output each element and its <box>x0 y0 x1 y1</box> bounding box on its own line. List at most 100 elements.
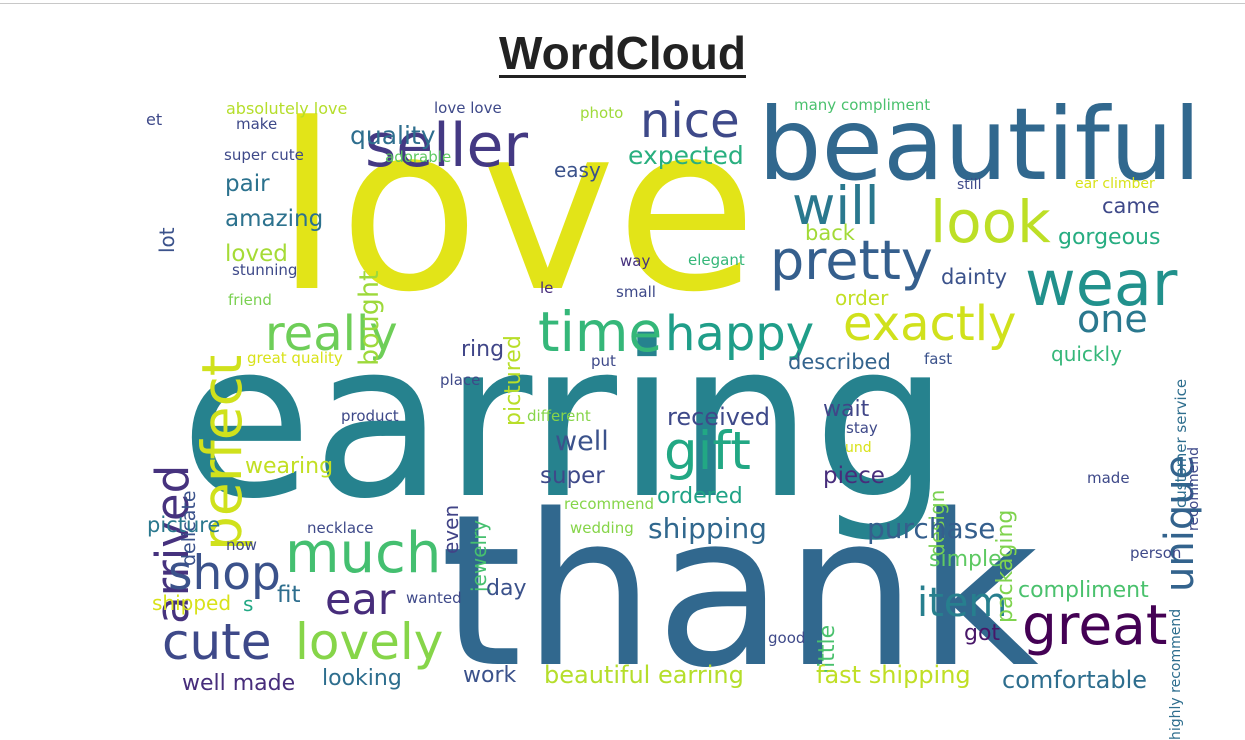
word-product: product <box>341 407 399 425</box>
word-highly-recommend: highly recommend <box>1168 608 1184 740</box>
word-look: look <box>930 188 1051 256</box>
word-place: place <box>440 371 481 389</box>
word-absolutely-love: absolutely love <box>226 99 348 118</box>
word-comfortable: comfortable <box>1002 666 1148 694</box>
word-s: s <box>243 592 254 616</box>
word-make: make <box>236 115 278 133</box>
word-thank: thank <box>440 469 1039 714</box>
word-made: made <box>1087 469 1130 487</box>
word-stay: stay <box>846 419 878 437</box>
word-still: still <box>957 177 982 193</box>
word-beautiful: beautiful <box>758 86 1202 203</box>
word-nice: nice <box>640 93 740 149</box>
word-shipping: shipping <box>648 512 767 545</box>
word-small: small <box>616 283 656 301</box>
word-earring: earring <box>180 295 950 546</box>
word-pretty: pretty <box>770 229 933 292</box>
word-recommend: recommend <box>564 495 654 513</box>
word-lot: lot <box>155 227 179 253</box>
word-wanted: wanted <box>406 589 462 607</box>
word-recommend: recommend <box>1186 447 1202 531</box>
word-super-cute: super cute <box>224 146 304 164</box>
word-cute: cute <box>162 613 272 671</box>
word-ear: ear <box>325 575 396 625</box>
word-shop: shop <box>168 546 281 601</box>
word-order: order <box>835 286 889 310</box>
word-ring: ring <box>461 337 505 362</box>
word-really: really <box>265 306 398 362</box>
word-loved: loved <box>225 241 288 267</box>
word-ear-climber: ear climber <box>1075 176 1155 192</box>
word-much: much <box>285 521 442 586</box>
word-quality: quality <box>350 121 436 150</box>
word-item: item <box>917 580 1008 626</box>
word-gorgeous: gorgeous <box>1058 225 1161 250</box>
word-person: person <box>1130 544 1182 562</box>
word-many-compliment: many compliment <box>794 96 931 114</box>
word-und: und <box>845 440 872 456</box>
word-necklace: necklace <box>307 519 374 537</box>
word-work: work <box>463 663 517 688</box>
word-et: et <box>146 110 163 129</box>
word-fast-shipping: fast shipping <box>816 661 971 689</box>
word-le: le <box>540 279 554 297</box>
word-cloud: love earring thank beautiful seller nice look w… <box>140 76 1203 740</box>
word-day: day <box>486 576 527 601</box>
word-described: described <box>788 350 891 374</box>
word-adorable: adorable <box>385 148 452 166</box>
word-even: even <box>439 504 463 554</box>
word-came: came <box>1102 194 1160 218</box>
word-one: one <box>1077 297 1148 341</box>
word-dainty: dainty <box>941 265 1008 289</box>
word-simple: simple <box>929 547 1002 572</box>
word-great-quality: great quality <box>247 349 343 367</box>
word-purchase: purchase <box>867 512 996 545</box>
word-photo: photo <box>580 104 624 122</box>
word-time: time <box>538 300 663 364</box>
word-great: great <box>1022 593 1168 657</box>
word-picture: picture <box>147 513 221 537</box>
word-wear: wear <box>1025 247 1178 320</box>
word-love-love: love love <box>434 99 502 117</box>
word-pair: pair <box>225 171 270 197</box>
word-easy: easy <box>554 158 601 182</box>
word-shipped: shipped <box>152 591 232 615</box>
word-piece: piece <box>823 463 885 489</box>
word-friend: friend <box>228 291 272 309</box>
word-will: will <box>792 176 880 237</box>
word-love: love <box>275 76 758 343</box>
word-happy: happy <box>665 306 815 362</box>
page-title-text: WordCloud <box>499 27 746 79</box>
word-good: good <box>768 629 806 647</box>
word-lovely: lovely <box>295 613 444 671</box>
word-got: got <box>964 621 1001 646</box>
word-wait: wait <box>823 397 870 422</box>
word-pictured: pictured <box>501 335 526 426</box>
word-put: put <box>591 352 616 370</box>
word-super: super <box>540 463 605 489</box>
word-well-made: well made <box>182 671 296 696</box>
top-divider <box>0 3 1245 4</box>
word-well: well <box>555 426 609 457</box>
word-looking: looking <box>322 666 402 691</box>
word-beautiful-earring: beautiful earring <box>544 661 744 689</box>
page-title: WordCloud <box>0 30 1245 76</box>
word-way: way <box>620 252 651 270</box>
word-now: now <box>226 536 257 554</box>
word-gift: gift <box>664 421 751 482</box>
word-ordered: ordered <box>657 484 743 509</box>
word-seller: seller <box>365 111 529 181</box>
word-expected: expected <box>628 141 744 170</box>
word-quickly: quickly <box>1051 342 1122 366</box>
word-fast: fast <box>924 350 953 368</box>
word-exactly: exactly <box>843 296 1017 352</box>
word-fit: fit <box>277 582 301 608</box>
word-back: back <box>805 221 855 245</box>
word-different: different <box>527 407 591 425</box>
word-wearing: wearing <box>245 454 334 479</box>
word-compliment: compliment <box>1018 578 1149 603</box>
word-bought: bought <box>354 270 385 366</box>
word-wedding: wedding <box>570 519 634 537</box>
word-received: received <box>667 403 770 431</box>
word-amazing: amazing <box>225 206 324 232</box>
